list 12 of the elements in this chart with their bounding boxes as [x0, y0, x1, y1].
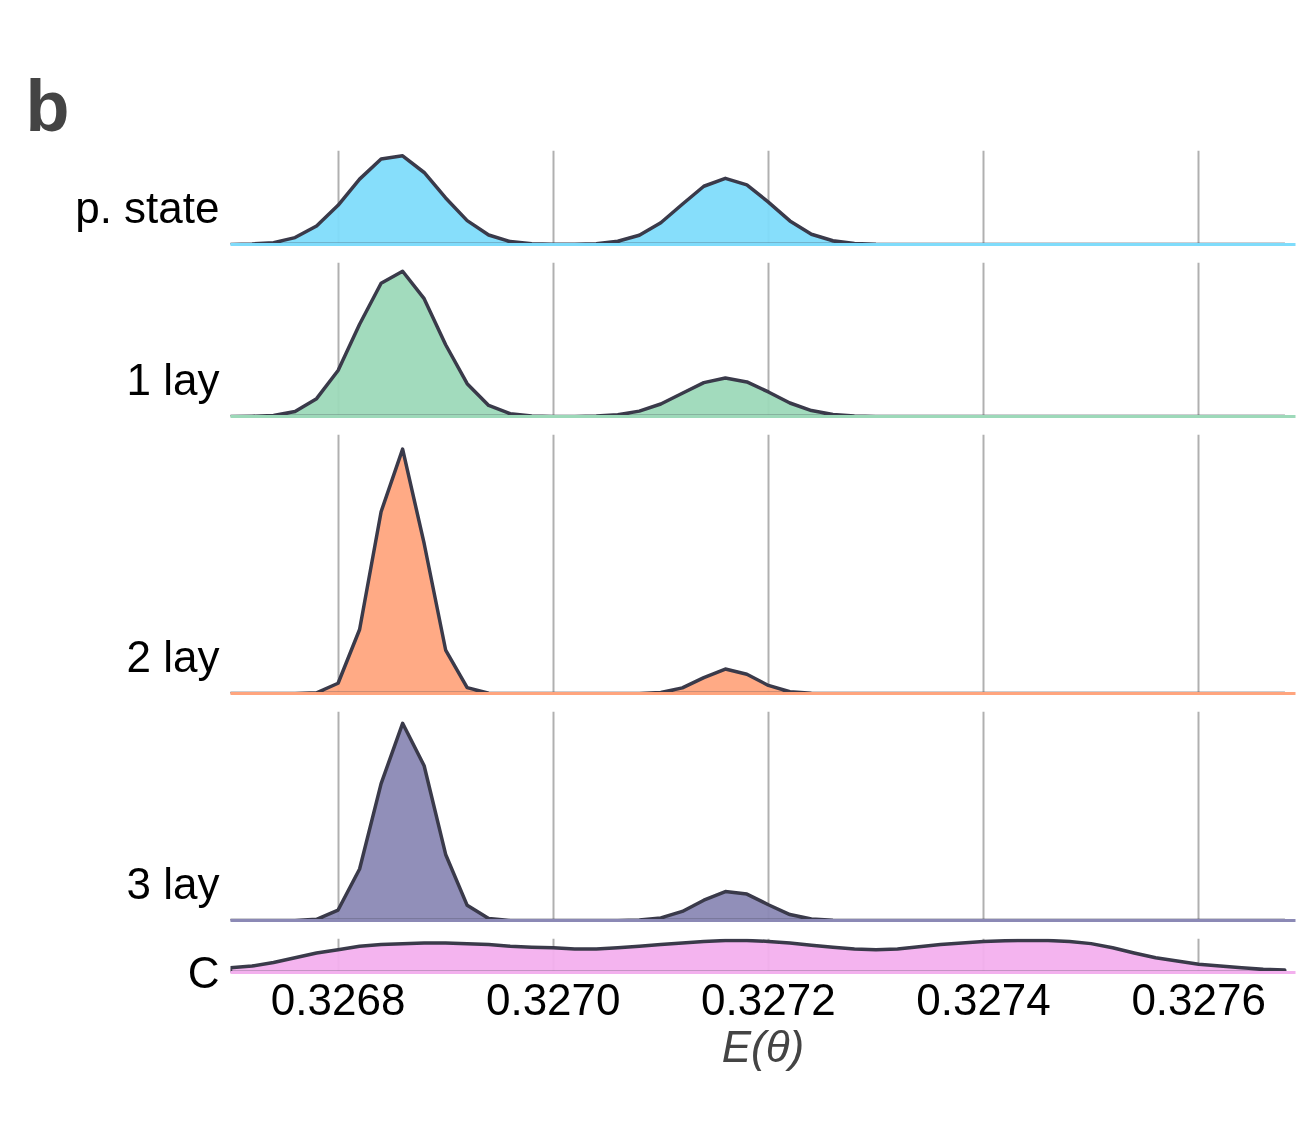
x-axis-title: E(θ) [721, 1021, 805, 1071]
series-label: 1 lay [126, 355, 220, 404]
text: b [25, 65, 70, 146]
series-label: 2 lay [126, 632, 220, 681]
x-tick-label: 0.3270 [485, 974, 621, 1024]
series-label: 3 lay [126, 859, 220, 908]
x-tick-label: 0.3274 [916, 974, 1051, 1024]
series-label: C [187, 948, 220, 997]
series-label: p. state [75, 183, 220, 232]
x-tick-label: 0.3276 [1131, 974, 1266, 1024]
x-tick-label: 0.3268 [270, 974, 406, 1024]
x-tick-label: 0.3272 [701, 974, 836, 1024]
